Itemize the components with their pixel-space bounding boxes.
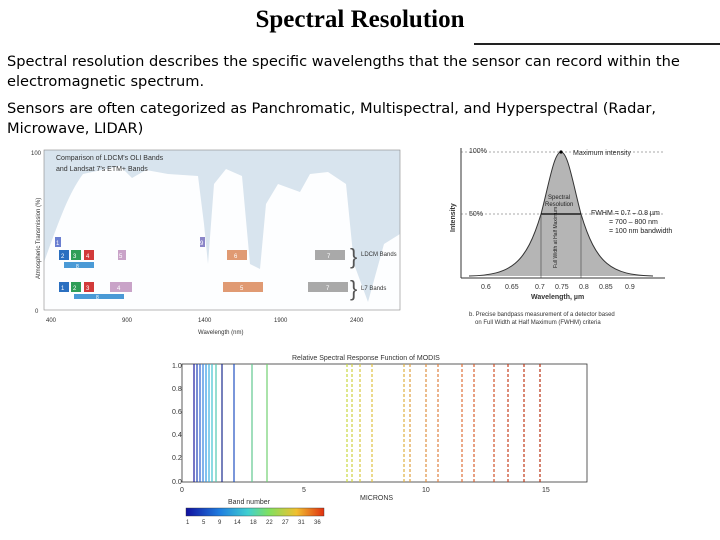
fig-left-ytick-100: 100 bbox=[31, 151, 42, 157]
oli-bands: 1 2 3 4 5 9 6 7 8 } LDCM Bands bbox=[55, 237, 397, 270]
etm-band-label: 7 bbox=[326, 286, 330, 292]
etm-band-label: 4 bbox=[117, 286, 121, 292]
etm-band-label: 2 bbox=[73, 286, 77, 292]
fwhm-label-100: 100% bbox=[469, 148, 487, 155]
fwhm-eq: FWHM = 0.7 – 0.8 µm bbox=[591, 210, 660, 217]
fwhm-xtick: 0.7 bbox=[535, 284, 545, 291]
fwhm-xtick: 0.9 bbox=[625, 284, 635, 291]
modis-xlabel: MICRONS bbox=[360, 495, 393, 502]
fwhm-xtick: 0.8 bbox=[579, 284, 589, 291]
fwhm-full-width: Full Width at Half Maximum bbox=[553, 207, 559, 268]
modis-ytick: 1.0 bbox=[172, 363, 182, 370]
modis-cbar-tick: 9 bbox=[218, 520, 222, 526]
modis-ytick: 0.4 bbox=[172, 432, 182, 439]
modis-cbar-tick: 14 bbox=[234, 520, 241, 526]
etm-bracket: } bbox=[350, 276, 357, 301]
fwhm-xtick: 0.65 bbox=[505, 284, 519, 291]
modis-xtick: 15 bbox=[542, 487, 550, 494]
fwhm-caption: on Full Width at Half Maximum (FWHM) cri… bbox=[475, 320, 601, 326]
fwhm-label-50: 50% bbox=[469, 211, 483, 218]
title-underline bbox=[474, 43, 720, 45]
etm-band-label: 5 bbox=[240, 286, 244, 292]
etm-label: L7 Bands bbox=[361, 286, 386, 292]
modis-ytick: 0.6 bbox=[172, 409, 182, 416]
etm-band-label: 3 bbox=[86, 286, 90, 292]
fwhm-spectral-res: Spectral bbox=[548, 195, 570, 201]
modis-xtick: 10 bbox=[422, 487, 430, 494]
modis-cbar-tick: 18 bbox=[250, 520, 257, 526]
oli-band-label: 2 bbox=[61, 254, 65, 260]
modis-ytick: 0.2 bbox=[172, 455, 182, 462]
figure-fwhm: 100% Maximum intensity 50% Intensity Spe… bbox=[441, 144, 719, 330]
fig-left-xtick: 400 bbox=[46, 318, 57, 324]
modis-cbar-tick: 22 bbox=[266, 520, 273, 526]
figure-band-comparison: Comparison of LDCM's OLI Bands and Lands… bbox=[28, 144, 408, 342]
oli-band-label: 1 bbox=[56, 241, 60, 247]
modis-cbar-tick: 31 bbox=[298, 520, 305, 526]
fwhm-eq: = 700 – 800 nm bbox=[609, 219, 658, 226]
modis-title: Relative Spectral Response Function of M… bbox=[292, 355, 440, 362]
oli-band-label: 9 bbox=[200, 241, 204, 247]
fwhm-caption: b. Precise bandpass measurement of a det… bbox=[469, 312, 615, 318]
fwhm-spectral-res: Resolution bbox=[545, 202, 573, 208]
etm-band-label: 8 bbox=[96, 295, 99, 301]
paragraph-categories: Sensors are often categorized as Panchro… bbox=[7, 100, 657, 137]
fwhm-ylabel: Intensity bbox=[450, 203, 457, 232]
fig-left-xlabel: Wavelength (nm) bbox=[198, 330, 243, 336]
fwhm-xtick: 0.6 bbox=[481, 284, 491, 291]
oli-band-label: 4 bbox=[86, 254, 90, 260]
fig-left-ytick-0: 0 bbox=[35, 309, 39, 315]
fig-left-title-2: and Landsat 7's ETM+ Bands bbox=[56, 166, 148, 173]
fwhm-xlabel: Wavelength, µm bbox=[531, 294, 584, 301]
modis-ytick: 0.8 bbox=[172, 386, 182, 393]
fig-left-xtick: 2400 bbox=[350, 318, 364, 324]
modis-xtick: 0 bbox=[180, 487, 184, 494]
modis-band-lines bbox=[193, 364, 541, 482]
oli-band-label: 7 bbox=[327, 254, 331, 260]
figure-modis-response: Relative Spectral Response Function of M… bbox=[142, 346, 592, 536]
fig-left-ylabel: Atmospheric Transmission (%) bbox=[36, 198, 42, 279]
oli-bracket: } bbox=[350, 244, 357, 269]
modis-xtick: 5 bbox=[302, 487, 306, 494]
modis-cbar-tick: 5 bbox=[202, 520, 206, 526]
etm-band-label: 1 bbox=[61, 286, 65, 292]
modis-cbar-tick: 27 bbox=[282, 520, 289, 526]
fig-left-title-1: Comparison of LDCM's OLI Bands bbox=[56, 155, 164, 162]
fig-left-xtick: 900 bbox=[122, 318, 133, 324]
fwhm-xtick: 0.85 bbox=[599, 284, 613, 291]
modis-colorbar bbox=[185, 507, 325, 517]
modis-ytick: 0.0 bbox=[172, 479, 182, 486]
fig-left-xtick: 1400 bbox=[198, 318, 212, 324]
fwhm-eq: = 100 nm bandwidth bbox=[609, 228, 672, 235]
fwhm-label-max: Maximum intensity bbox=[573, 150, 631, 157]
fwhm-xtick: 0.75 bbox=[555, 284, 569, 291]
fig-left-xtick: 1900 bbox=[274, 318, 288, 324]
oli-band-label: 6 bbox=[234, 254, 238, 260]
oli-band-label: 5 bbox=[119, 254, 123, 260]
slide-title: Spectral Resolution bbox=[255, 6, 465, 33]
oli-band-label: 3 bbox=[73, 254, 77, 260]
modis-colorbar-label: Band number bbox=[228, 499, 271, 506]
oli-band-label: 8 bbox=[76, 264, 79, 270]
etm-bands: 1 2 3 4 5 7 8 } L7 Bands bbox=[59, 276, 386, 301]
modis-cbar-tick: 36 bbox=[314, 520, 321, 526]
oli-label: LDCM Bands bbox=[361, 252, 397, 258]
paragraph-definition: Spectral resolution describes the specif… bbox=[7, 53, 680, 90]
modis-cbar-tick: 1 bbox=[186, 520, 190, 526]
